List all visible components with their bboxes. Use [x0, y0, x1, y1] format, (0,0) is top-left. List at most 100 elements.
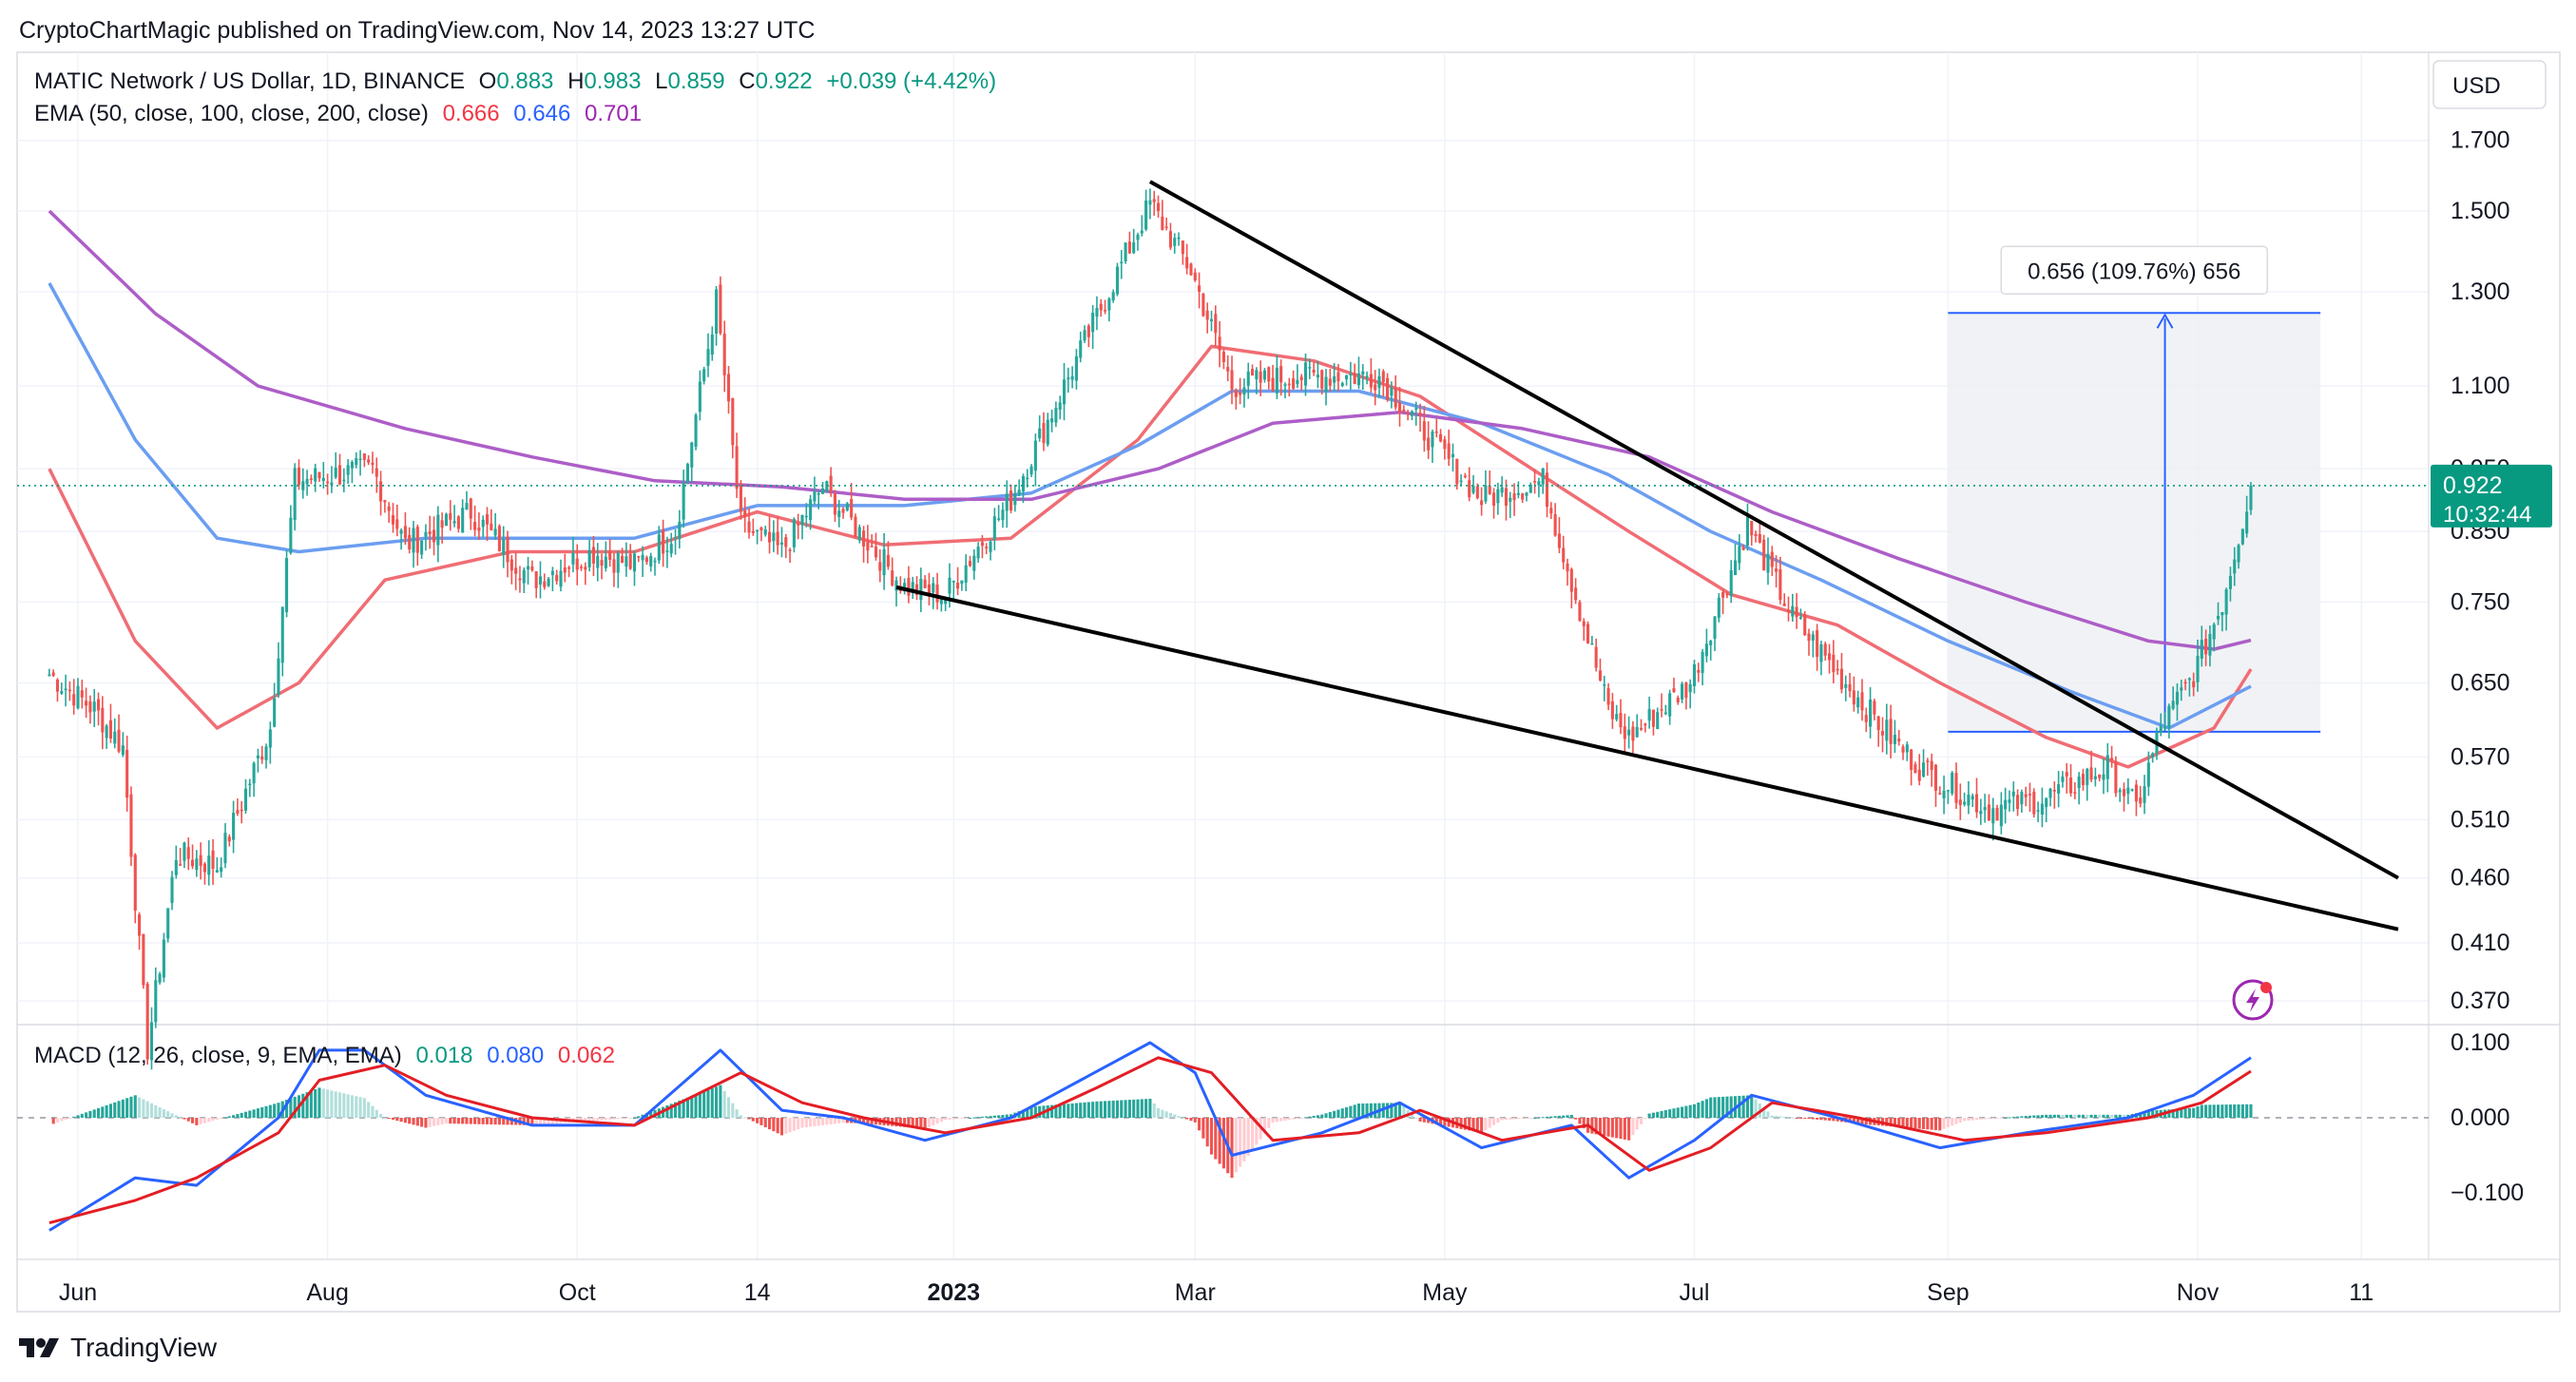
candle [1798, 608, 1802, 620]
candle [51, 669, 55, 678]
candle [1754, 530, 1758, 543]
candle-body [51, 672, 55, 676]
candle-body [2224, 589, 2228, 615]
candle [449, 500, 452, 531]
candle [1512, 483, 1516, 516]
candle-body [2089, 767, 2093, 780]
macd-histogram-bar [2024, 1116, 2028, 1118]
candle-body [673, 537, 678, 539]
candle-body [644, 557, 648, 563]
candle [857, 524, 861, 544]
candle [1709, 640, 1713, 661]
candle-body [268, 729, 272, 748]
candle [408, 527, 412, 554]
candle [1958, 783, 1962, 820]
candle [637, 555, 641, 563]
macd-histogram-bar [743, 1117, 747, 1119]
macd-histogram-bar [1995, 1118, 1999, 1119]
symbol-title: MATIC Network / US Dollar, 1D, BINANCE [34, 68, 465, 94]
time-tick-label: Jul [1679, 1279, 1709, 1306]
time-axis[interactable]: Jun Aug Oct 14 2023 Mar May Jul Sep Nov 11 [59, 1279, 2374, 1306]
candle [1070, 366, 1074, 389]
candle-body [2032, 792, 2036, 815]
candles[interactable] [48, 188, 2253, 1070]
candle-body [113, 731, 117, 744]
candle-body [1198, 285, 1201, 292]
candle [878, 548, 882, 583]
candle-body [1418, 413, 1422, 416]
macd-histogram-bar [108, 1104, 112, 1118]
candle [297, 459, 301, 490]
candle [289, 505, 293, 555]
macd-histogram-bar [952, 1118, 955, 1120]
candle [1328, 368, 1332, 393]
candle-body [1913, 764, 1917, 774]
candle-body [735, 446, 739, 489]
candle [608, 538, 612, 567]
macd-histogram-bar [1095, 1101, 1099, 1118]
candle-body [55, 679, 60, 692]
candle-body [616, 552, 620, 573]
candle-body [862, 530, 866, 547]
candle [342, 468, 346, 492]
trendlines[interactable] [895, 180, 2399, 931]
macd-histogram-bar [383, 1118, 387, 1119]
candle-body [436, 514, 440, 546]
macd-histogram-bar [1221, 1118, 1225, 1169]
macd-histogram-bar [174, 1115, 178, 1118]
candle [305, 470, 309, 496]
macd-histogram-bar [1619, 1118, 1623, 1140]
macd-histogram-bar [379, 1113, 383, 1118]
macd-histogram-bar [1246, 1118, 1250, 1156]
candle-body [756, 529, 759, 532]
candle-body [1067, 377, 1070, 380]
currency-button[interactable]: USD [2432, 60, 2547, 109]
candle-body [1791, 605, 1795, 617]
macd-histogram-bar [911, 1118, 914, 1128]
candle [1067, 367, 1070, 393]
candle-body [2196, 656, 2200, 682]
candle [1823, 642, 1827, 661]
measure-label-box [2000, 245, 2269, 296]
candle [2245, 495, 2249, 538]
candle-body [2183, 681, 2187, 684]
candle-body [759, 527, 763, 530]
candle-body [264, 746, 268, 760]
candle-body [870, 546, 874, 547]
candle-body [935, 585, 939, 603]
macd-histogram-bar [989, 1116, 992, 1118]
candle-body [813, 491, 817, 502]
candle-body [101, 707, 105, 733]
macd-histogram-bar [1070, 1103, 1074, 1118]
candle-body [2077, 777, 2081, 789]
candle-body [1242, 387, 1246, 395]
candle-body [1209, 318, 1214, 322]
candle-body [763, 529, 767, 535]
candle-body [719, 284, 722, 334]
candle-body [2118, 790, 2122, 793]
macd-histogram-bar [403, 1118, 407, 1123]
candle [1852, 676, 1855, 712]
candle [1394, 374, 1397, 411]
tradingview-logo[interactable]: TradingView [19, 1333, 217, 1363]
candle [1668, 689, 1672, 725]
candle [1807, 628, 1811, 656]
candle [1844, 675, 1848, 701]
candle [759, 527, 763, 542]
candle [1750, 520, 1754, 546]
macd-histogram-bar [305, 1092, 309, 1118]
candle-body [1345, 374, 1349, 380]
macd-histogram-bar [2216, 1104, 2220, 1118]
candle [710, 326, 714, 361]
alert-icon[interactable] [2232, 979, 2274, 1021]
macd-histogram-bar [129, 1096, 133, 1118]
candle [2249, 482, 2253, 515]
candle [1120, 249, 1124, 279]
macd-histogram-bar [232, 1115, 236, 1118]
price-tick-label: 0.370 [2451, 988, 2510, 1014]
candle [2167, 703, 2171, 739]
candle [76, 678, 80, 710]
candle [1324, 369, 1328, 406]
